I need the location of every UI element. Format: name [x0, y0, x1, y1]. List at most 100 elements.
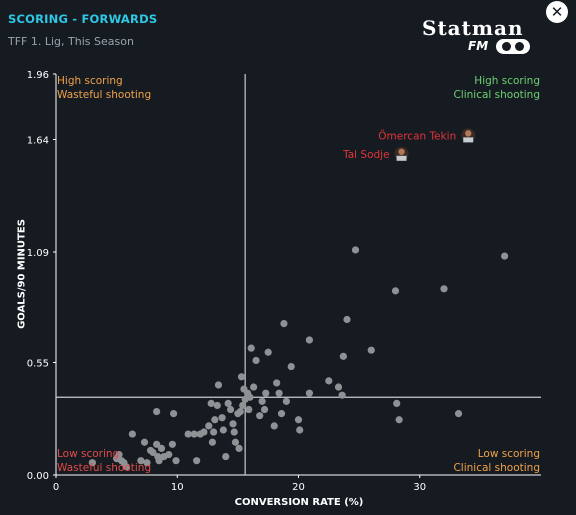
data-point — [137, 457, 145, 465]
data-point — [190, 430, 198, 438]
y-tick-label: 1.64 — [27, 135, 49, 146]
data-point — [184, 430, 192, 438]
data-point — [222, 452, 230, 461]
player-name-label: Tal Sodje — [342, 149, 390, 161]
quadrant-label-top-right: High scoring Clinical shooting — [453, 74, 540, 102]
data-point — [305, 336, 314, 344]
data-point — [280, 320, 288, 328]
quadrant-label-top-left: High scoring Wasteful shooting — [57, 74, 151, 102]
data-point — [246, 393, 254, 401]
data-point — [230, 428, 238, 436]
quadrant-line: Clinical shooting — [453, 89, 540, 101]
quadrant-label-bottom-right: Low scoring Clinical shooting — [453, 447, 540, 475]
data-point — [338, 391, 346, 399]
data-point — [157, 444, 166, 453]
data-point — [122, 463, 130, 471]
data-point — [250, 383, 258, 391]
statman-logo: Statman FM — [422, 16, 534, 54]
data-point — [325, 377, 333, 385]
data-point — [172, 457, 180, 465]
quadrant-label-bottom-left: Low scoring Wasteful shooting — [57, 447, 151, 475]
data-point — [395, 416, 403, 424]
quadrant-line: Low scoring — [57, 448, 120, 460]
data-point — [219, 426, 227, 434]
quadrant-line: High scoring — [57, 75, 123, 87]
close-icon[interactable]: ✕ — [546, 1, 568, 23]
y-tick-label: 0.00 — [27, 471, 49, 482]
data-point — [168, 440, 176, 448]
data-point — [214, 381, 223, 389]
data-point — [305, 389, 314, 397]
data-point — [235, 444, 243, 453]
data-point — [334, 383, 343, 391]
player-face-icon — [398, 148, 405, 155]
data-point — [393, 399, 401, 407]
data-point — [165, 450, 173, 459]
quadrant-line: Low scoring — [477, 448, 540, 460]
y-tick-label: 1.09 — [27, 248, 49, 259]
data-point — [143, 459, 151, 467]
data-point — [275, 389, 283, 397]
data-point — [218, 414, 226, 422]
player-marker: Ömercan Tekin — [378, 128, 476, 143]
data-point — [287, 362, 295, 371]
data-point — [273, 379, 281, 387]
data-point — [193, 457, 201, 465]
data-point — [210, 428, 218, 436]
y-tick-label: 1.96 — [27, 70, 49, 81]
chart-ticks: 0 10 20 30 0.00 0.55 1.09 1.64 1.96 — [27, 70, 426, 493]
chart-title: SCORING - FORWARDS — [8, 12, 158, 26]
chart-subtitle: TFF 1. Lig, This Season — [8, 35, 134, 48]
data-point — [224, 399, 232, 407]
data-point — [343, 315, 351, 324]
data-point — [351, 246, 360, 254]
highlighted-players: Ömercan Tekin Tal Sodje — [342, 128, 476, 161]
quadrant-line: High scoring — [474, 75, 540, 87]
data-point — [339, 352, 347, 360]
data-point — [258, 397, 266, 405]
data-point — [207, 399, 215, 407]
data-point — [454, 410, 463, 418]
y-axis-label: GOALS/90 MINUTES — [16, 219, 28, 329]
data-point — [208, 438, 217, 446]
data-point — [211, 416, 219, 424]
data-point — [247, 344, 255, 352]
data-point — [155, 457, 163, 465]
data-point — [229, 420, 237, 428]
player-shirt-icon — [396, 155, 407, 161]
x-tick-label: 10 — [171, 482, 184, 493]
y-tick-label: 0.55 — [27, 358, 49, 369]
x-tick-label: 20 — [292, 482, 305, 493]
data-point — [205, 422, 213, 430]
data-point — [170, 410, 178, 418]
data-point — [153, 407, 161, 416]
data-point — [149, 448, 157, 457]
data-point — [245, 405, 253, 414]
data-point — [501, 252, 509, 260]
data-point — [294, 416, 303, 424]
x-tick-label: 30 — [413, 482, 426, 493]
data-point — [282, 397, 290, 405]
data-points — [88, 246, 509, 471]
data-point — [140, 438, 149, 446]
data-point — [236, 407, 244, 416]
reference-lines — [56, 74, 541, 475]
data-point — [260, 405, 269, 414]
data-point — [128, 430, 136, 438]
data-point — [270, 422, 278, 430]
data-point — [252, 356, 260, 365]
data-point — [231, 438, 240, 446]
logo-subtext: FM — [468, 39, 489, 53]
data-point — [213, 401, 221, 410]
quadrant-line: Clinical shooting — [453, 462, 540, 474]
player-marker: Tal Sodje — [342, 146, 409, 161]
data-point — [262, 389, 270, 397]
data-point — [115, 450, 123, 459]
data-point — [277, 410, 286, 418]
data-point — [367, 346, 375, 354]
data-point — [239, 401, 247, 410]
player-shirt-icon — [463, 137, 474, 143]
player-name-label: Ömercan Tekin — [378, 129, 456, 142]
logo-text: Statman — [422, 16, 524, 40]
